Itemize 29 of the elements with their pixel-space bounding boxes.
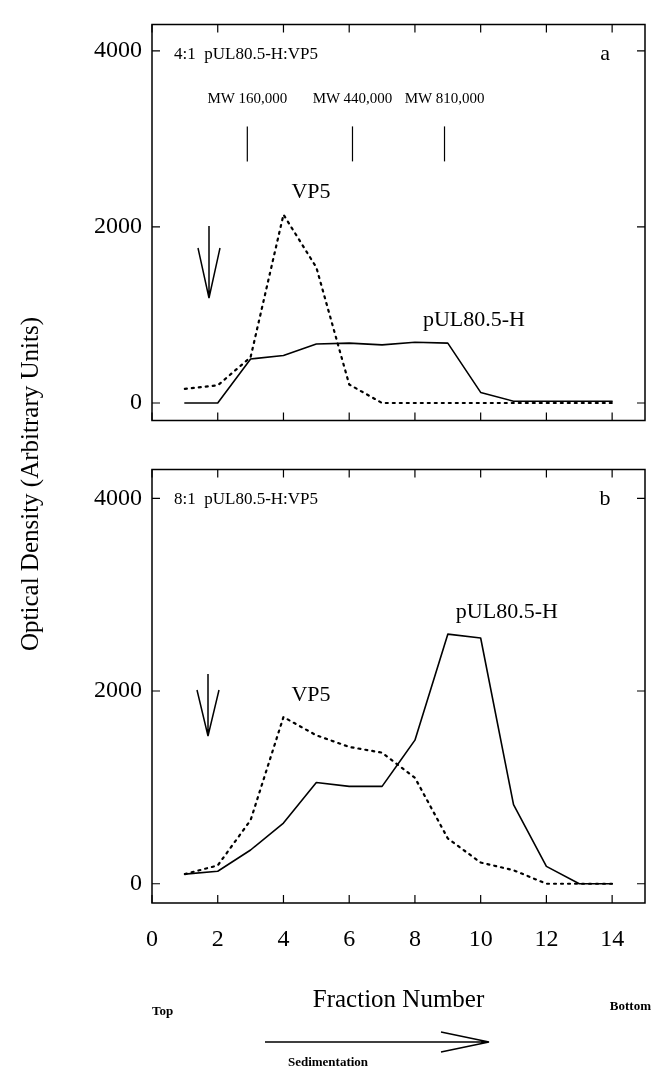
y-tick-label: 0 bbox=[130, 869, 142, 896]
ref-line-label: MW 810,000 bbox=[404, 90, 485, 107]
x-tick-label: 10 bbox=[468, 924, 493, 951]
x-tick-label: 6 bbox=[343, 924, 356, 951]
text: 8:1 pUL80.5-H:VP5 bbox=[174, 488, 319, 508]
ref-line-label: MW 160,000 bbox=[207, 90, 288, 107]
annotation: b bbox=[599, 485, 611, 511]
x-tick-label: 12 bbox=[534, 924, 559, 951]
x-tick-label: 14 bbox=[600, 924, 625, 951]
x-tick-label: 8 bbox=[408, 924, 421, 951]
text: Bottom bbox=[609, 998, 652, 1014]
x-axis-title: Fraction Number bbox=[312, 984, 485, 1012]
y-tick-label: 2000 bbox=[94, 212, 142, 239]
y-tick-label: 0 bbox=[130, 388, 142, 415]
series-label: VP5 bbox=[291, 680, 331, 706]
ref-line-label: MW 440,000 bbox=[312, 90, 393, 107]
text: 4:1 pUL80.5-H:VP5 bbox=[174, 43, 319, 63]
y-axis-title: Optical Density (Arbitrary Units) bbox=[16, 316, 44, 653]
text: Sedimentation bbox=[287, 1054, 369, 1070]
x-tick-label: 4 bbox=[277, 924, 290, 951]
y-tick-label: 4000 bbox=[94, 36, 142, 63]
y-tick-label: 2000 bbox=[94, 676, 142, 703]
x-tick-label: 2 bbox=[211, 924, 224, 951]
series-label: pUL80.5-H bbox=[422, 306, 526, 332]
y-tick-label: 4000 bbox=[94, 483, 142, 510]
annotation: a bbox=[600, 40, 611, 66]
text: Top bbox=[152, 1003, 174, 1019]
series-label: VP5 bbox=[291, 178, 331, 204]
series-label: pUL80.5-H bbox=[455, 597, 558, 623]
